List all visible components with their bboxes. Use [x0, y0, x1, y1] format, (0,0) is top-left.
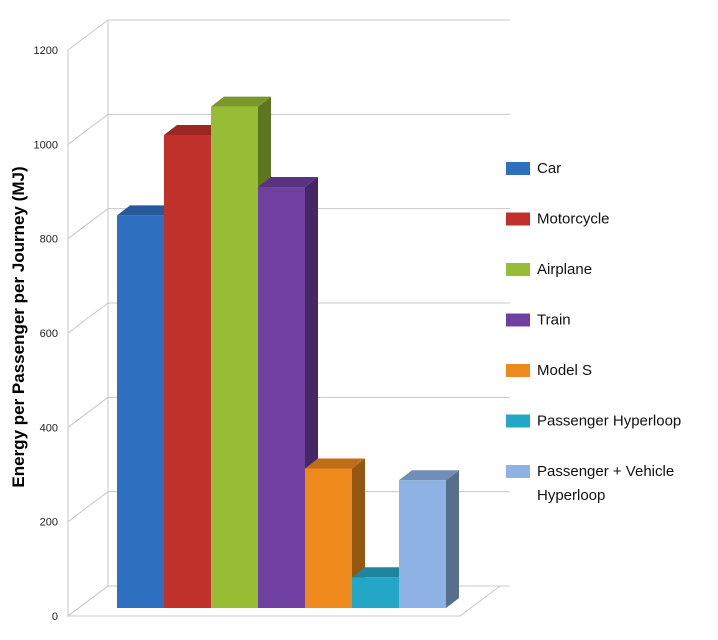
- legend-label: Airplane: [537, 261, 592, 278]
- legend-swatch: [506, 263, 530, 276]
- bar-front: [164, 135, 211, 608]
- legend-swatch: [506, 313, 530, 327]
- y-tick-label: 200: [40, 517, 58, 529]
- bar-front: [117, 215, 164, 608]
- gridline-diagonal: [67, 396, 109, 428]
- legend-swatch: [506, 414, 530, 428]
- legend-label: Passenger + Vehicle Hyperloop: [537, 463, 674, 504]
- legend: Car Motorcycle Airplane Train Model S Passeng…: [506, 160, 681, 504]
- gridline-diagonal: [67, 208, 109, 240]
- y-tick-label: 0: [52, 611, 58, 623]
- legend-item: Model S: [506, 362, 592, 379]
- bar-front: [352, 577, 399, 608]
- legend-swatch: [506, 162, 530, 175]
- gridline-diagonal: [67, 585, 109, 617]
- bar-top: [164, 125, 224, 135]
- gridline-diagonal: [67, 113, 109, 145]
- gridline-diagonal: [67, 491, 109, 523]
- bar-front: [211, 106, 258, 609]
- legend-item: Motorcycle: [506, 211, 610, 228]
- y-tick-label: 1000: [34, 139, 58, 151]
- bar-model-s: [305, 458, 365, 608]
- bar-passenger-vehicle-hyperloop: [399, 470, 459, 608]
- legend-item: Car: [506, 160, 561, 177]
- legend-label: Car: [537, 160, 561, 177]
- y-tick-label: 1200: [34, 45, 58, 57]
- y-axis-title: Energy per Passenger per Journey (MJ): [9, 166, 28, 487]
- y-tick-label: 800: [40, 234, 58, 246]
- legend-label: Train: [537, 312, 571, 329]
- legend-item: Airplane: [506, 261, 592, 278]
- legend-label-line: Hyperloop: [537, 487, 605, 504]
- bar-top: [399, 470, 459, 481]
- bar-top: [117, 205, 177, 216]
- y-tick-label: 400: [40, 422, 58, 434]
- bar-side: [446, 470, 459, 608]
- legend-item: Passenger + Vehicle Hyperloop: [506, 463, 674, 504]
- legend-swatch: [506, 465, 530, 478]
- legend-label: Motorcycle: [537, 211, 610, 228]
- legend-item: Train: [506, 312, 571, 329]
- legend-item: Passenger Hyperloop: [506, 413, 681, 430]
- bar-top: [352, 567, 412, 578]
- gridline-diagonal: [67, 19, 109, 51]
- bar-front: [258, 187, 305, 608]
- y-tick-labels: 0 200 400 600 800 1000 1200: [34, 45, 58, 623]
- bar-front: [399, 480, 446, 608]
- y-tick-label: 600: [40, 328, 58, 340]
- bar-top: [258, 177, 318, 188]
- bar-top: [211, 96, 271, 107]
- gridline-diagonal: [67, 302, 109, 334]
- legend-swatch: [506, 364, 530, 377]
- bars: [117, 96, 459, 609]
- bar-front: [305, 468, 352, 608]
- legend-label-line: Passenger + Vehicle: [537, 463, 674, 480]
- legend-label: Model S: [537, 362, 592, 379]
- bar-top: [305, 458, 365, 469]
- legend-swatch: [506, 212, 530, 226]
- legend-label: Passenger Hyperloop: [537, 413, 681, 430]
